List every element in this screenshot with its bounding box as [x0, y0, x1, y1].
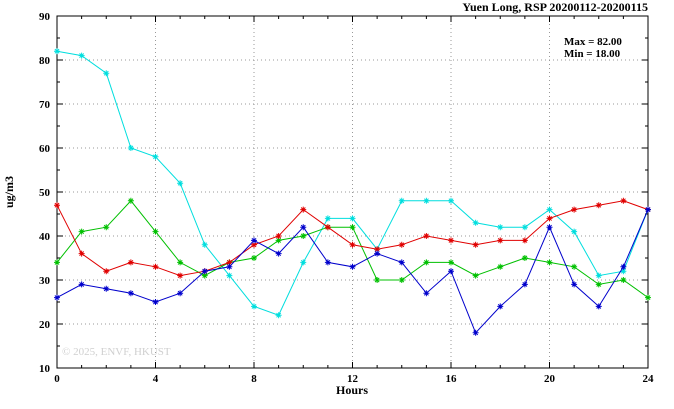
x-axis-label: Hours [336, 383, 368, 397]
x-tick-label: 20 [544, 373, 556, 385]
x-tick-label: 8 [251, 373, 257, 385]
y-tick-label: 60 [39, 143, 51, 155]
max-annotation: Max = 82.00 [564, 36, 622, 48]
y-tick-label: 20 [39, 319, 51, 331]
y-tick-label: 80 [39, 55, 51, 67]
y-tick-label: 50 [39, 187, 51, 199]
x-tick-label: 4 [153, 373, 159, 385]
x-tick-label: 0 [54, 373, 60, 385]
y-tick-label: 90 [39, 11, 51, 23]
plot-area: 0 4 8 12 16 20 24 10 20 30 40 50 60 70 80 90 [39, 11, 654, 385]
series-line-cyan-series [56, 50, 649, 316]
x-tick-label: 12 [347, 373, 359, 385]
chart-title: Yuen Long, RSP 20200112-20200115 [462, 0, 648, 14]
y-tick-label: 10 [39, 363, 51, 375]
x-tick-label: 24 [643, 373, 655, 385]
y-tick-label: 70 [39, 99, 51, 111]
series-markers-red-series [54, 197, 651, 279]
series-markers-blue-series [54, 206, 651, 336]
watermark: © 2025, ENVF, HKUST [62, 346, 171, 358]
y-tick-label: 40 [39, 231, 51, 243]
min-annotation: Min = 18.00 [564, 48, 621, 60]
y-tick-label: 30 [39, 275, 51, 287]
series-markers-green-series [54, 197, 651, 301]
x-tick-label: 16 [446, 373, 458, 385]
y-axis-label: ug/m3 [2, 176, 16, 208]
